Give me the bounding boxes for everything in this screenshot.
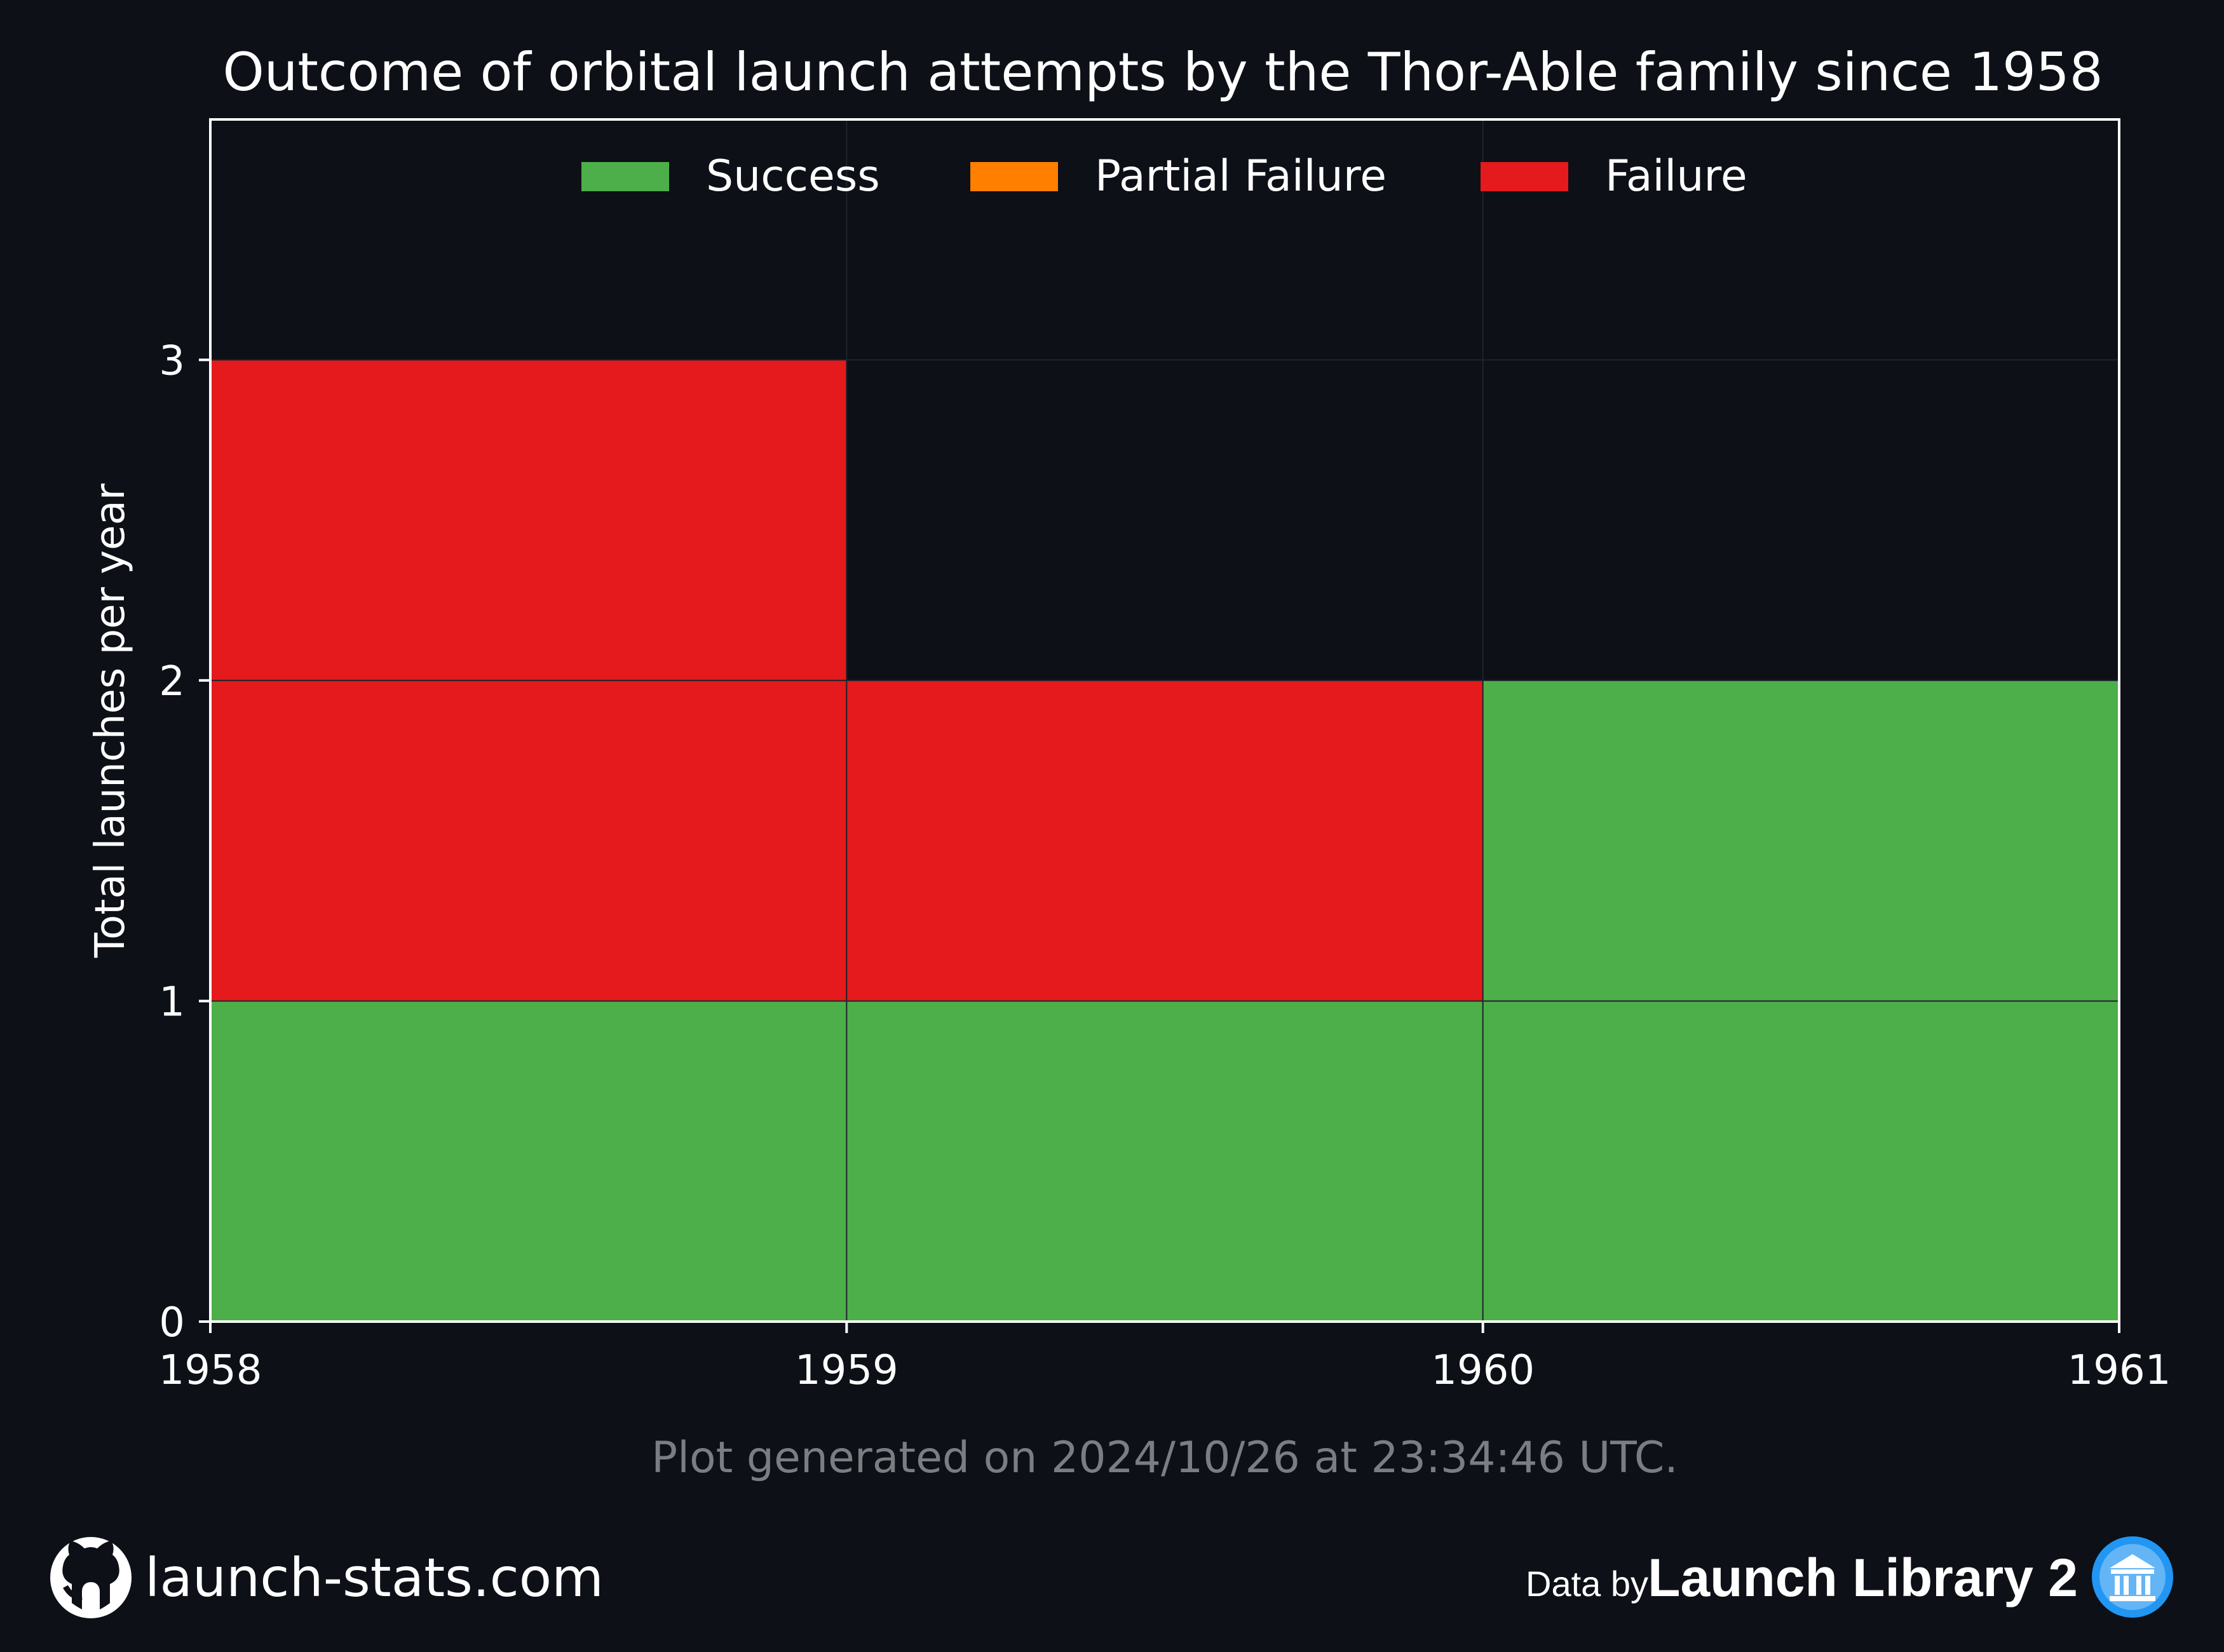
data-source-name[interactable]: Launch Library 2 — [1648, 1548, 2078, 1608]
legend-swatch-failure — [1481, 162, 1568, 191]
legend-label-success: Success — [706, 151, 880, 201]
y-tick-label: 1 — [159, 978, 185, 1026]
axes-frame — [209, 118, 2120, 1323]
x-tick-label: 1961 — [2068, 1347, 2171, 1394]
y-tick-label: 3 — [159, 337, 185, 384]
data-by-prefix: Data by — [1526, 1564, 1648, 1604]
legend-swatch-partial-failure — [970, 162, 1058, 191]
area-segment-failure-1959 — [846, 680, 1483, 1001]
legend-label-failure: Failure — [1605, 151, 1747, 201]
y-axis: 0 1 2 3 — [159, 337, 210, 1346]
launch-library-icon — [2092, 1536, 2173, 1618]
generated-note: Plot generated on 2024/10/26 at 23:34:46… — [651, 1433, 1678, 1483]
x-tick-label: 1960 — [1431, 1347, 1535, 1394]
github-icon — [50, 1537, 132, 1618]
legend: Success Partial Failure Failure — [581, 151, 1747, 201]
y-tick-label: 0 — [159, 1299, 185, 1346]
area-segment-success-1958 — [210, 1001, 847, 1322]
y-tick-label: 2 — [159, 658, 185, 705]
grid — [210, 119, 2119, 1322]
legend-label-partial-failure: Partial Failure — [1095, 151, 1387, 201]
x-tick-label: 1958 — [159, 1347, 262, 1394]
y-axis-label: Total launches per year — [87, 483, 134, 958]
site-link[interactable]: launch-stats.com — [145, 1547, 604, 1609]
area-segment-success-1959 — [846, 1001, 1483, 1322]
legend-swatch-success — [581, 162, 669, 191]
x-axis: 1958 1959 1960 1961 — [159, 1322, 2171, 1394]
plot-area — [210, 360, 2119, 1322]
x-tick-label: 1959 — [795, 1347, 898, 1394]
chart-title: Outcome of orbital launch attempts by th… — [222, 41, 2103, 103]
